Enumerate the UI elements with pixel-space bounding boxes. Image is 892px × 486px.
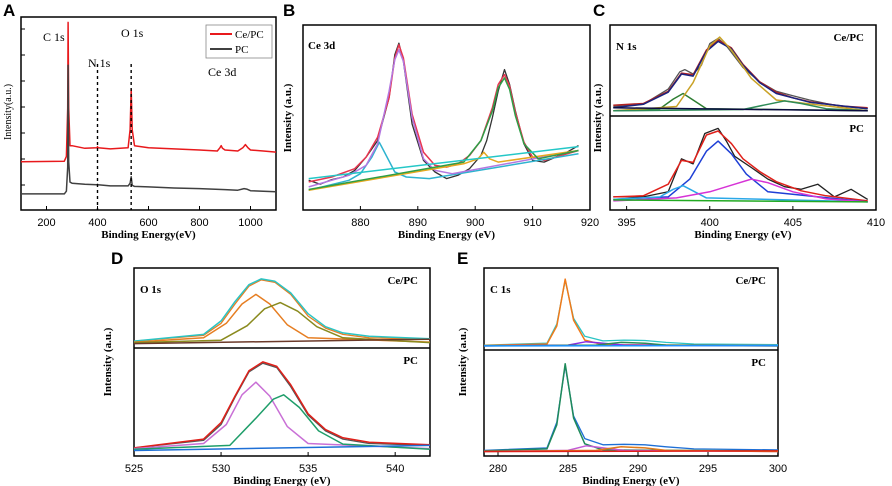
panel-c-pc-series-pyridinic-n (613, 140, 868, 203)
panel-c-xlabel: Binding Energy (eV) (694, 229, 792, 241)
panel-e-pc-series-raw (483, 365, 779, 452)
panel-b-xtick-label: 890 (409, 217, 427, 229)
panel-d-xtick-label: 535 (299, 463, 317, 475)
panel-c-cepc-series-graphitic-n (613, 36, 868, 112)
panel-d-xtick-label: 530 (212, 463, 230, 475)
panel-d-frame (133, 267, 431, 457)
panel-e-letter: E (457, 249, 468, 268)
panel-a-peak-label: O 1s (121, 26, 144, 40)
panel-d-letter: D (111, 249, 123, 268)
panel-e-sub-label-0: Ce/PC (735, 275, 766, 287)
panel-a-xtick-label: 600 (139, 217, 157, 229)
panel-a-legend-box (205, 24, 273, 59)
panel-d-pc-series-background (133, 444, 431, 452)
panel-c-pc-series-envelope (613, 130, 868, 202)
panel-c-sub-label-1: PC (849, 123, 864, 135)
panel-c-pc-series-raw (613, 127, 869, 200)
panel-c-pc-series-graphitic-n (613, 178, 868, 203)
panel-a-series-pc (21, 64, 277, 195)
panel-a-peak-label: Ce 3d (208, 65, 236, 79)
panel-d-ylabel: Intensity (a.u.) (102, 327, 114, 396)
panel-c-letter: C (593, 1, 605, 20)
panel-e-cepc-series-raw (483, 279, 779, 346)
panel-d-xtick-label: 525 (125, 463, 143, 475)
panel-e-frame (483, 267, 779, 457)
panel-c-pc-series-background (613, 199, 868, 203)
panel-b-letter: B (283, 1, 295, 20)
panel-e-xtick-label: 300 (769, 463, 787, 475)
panel-c-xtick-label: 400 (701, 217, 719, 229)
panel-b-series-ce4-3d3-2 (308, 77, 579, 191)
panel-d-cepc-series-c-o (133, 301, 431, 344)
panel-c-cepc-series-raw (613, 37, 868, 110)
panel-d-pc-series-c-o (133, 394, 431, 450)
panel-b-xtick-label: 900 (466, 217, 484, 229)
panel-a-letter: A (3, 1, 15, 20)
panel-d-sub-label-0: Ce/PC (387, 275, 418, 287)
panel-e-ylabel: Intensity (a.u.) (457, 327, 469, 396)
panel-b-series-ce3-3d3-2 (308, 149, 579, 191)
panel-d-cepc-series-c-o (133, 293, 431, 343)
panel-c-pc-series-pyrrolic-n (613, 184, 868, 203)
panel-c-xtick-label: 395 (617, 217, 635, 229)
panel-b-xtick-label: 910 (523, 217, 541, 229)
panel-e-xtick-label: 290 (629, 463, 647, 475)
panel-d-sub-label-1: PC (403, 355, 418, 367)
panel-c-frame (609, 24, 877, 211)
panel-e-xtick-label: 295 (699, 463, 717, 475)
panel-e-sub-label-1: PC (751, 357, 766, 369)
panel-a-peak-label: N 1s (88, 56, 111, 70)
panel-b-title: Ce 3d (308, 40, 335, 52)
panel-d-pc-series-raw (133, 362, 431, 449)
panel-b-frame (302, 24, 591, 211)
panel-d-xlabel: Binding Energy (eV) (233, 475, 331, 486)
panel-c-title: N 1s (616, 41, 637, 53)
panel-b-xtick-label: 880 (351, 217, 369, 229)
panel-a-legend-label: PC (235, 44, 248, 56)
panel-d-pc-series-c-o (133, 381, 431, 450)
panel-a-xlabel: Binding Energy(eV) (101, 229, 196, 241)
panel-e-xtick-label: 285 (559, 463, 577, 475)
panel-d-cepc-series-envelope (133, 278, 431, 342)
panel-c-cepc-series-pyridinic-n (613, 40, 868, 110)
panel-b-series-ce3-3d5-2 (308, 141, 579, 191)
panel-c-xtick-label: 405 (784, 217, 802, 229)
panel-b-xlabel: Binding Energy (eV) (398, 229, 496, 241)
panel-a-legend-label: Ce/PC (235, 29, 264, 41)
panel-a-ylabel: Intensity(a.u.) (3, 84, 14, 140)
panel-d-cepc-series-background (133, 338, 431, 345)
panel-b-series-background (308, 145, 579, 180)
panel-b-ylabel: Intensity (a.u.) (282, 83, 294, 152)
panel-b-xtick-label: 920 (581, 217, 599, 229)
panel-e-xtick-label: 280 (489, 463, 507, 475)
panel-a-xtick-label: 400 (88, 217, 106, 229)
panel-e-cepc-series-c-c-c-c (483, 278, 779, 347)
panel-d-xtick-label: 540 (386, 463, 404, 475)
panel-e-xlabel: Binding Energy (eV) (582, 475, 680, 486)
panel-c-ylabel: Intensity (a.u.) (592, 83, 604, 152)
panel-c-xtick-label: 410 (867, 217, 885, 229)
panel-a-xtick-label: 200 (37, 217, 55, 229)
panel-a-xtick-label: 1000 (238, 217, 262, 229)
panel-a-peak-label: C 1s (43, 30, 65, 44)
panel-a-xtick-label: 800 (190, 217, 208, 229)
panel-d-pc-series-envelope (133, 361, 431, 449)
panel-d-title: O 1s (140, 284, 162, 296)
panel-c-cepc-series-envelope (613, 39, 868, 109)
panel-d-cepc-series-raw (133, 279, 431, 342)
panel-e-pc-series-c-c-c-c (483, 362, 779, 452)
panel-e-pc-series-background (483, 450, 779, 453)
panel-c-cepc-series-background (613, 107, 868, 112)
panel-e-title: C 1s (490, 284, 511, 296)
panel-c-sub-label-0: Ce/PC (833, 32, 864, 44)
panel-b-series-ce4-3d5-2 (308, 49, 579, 188)
